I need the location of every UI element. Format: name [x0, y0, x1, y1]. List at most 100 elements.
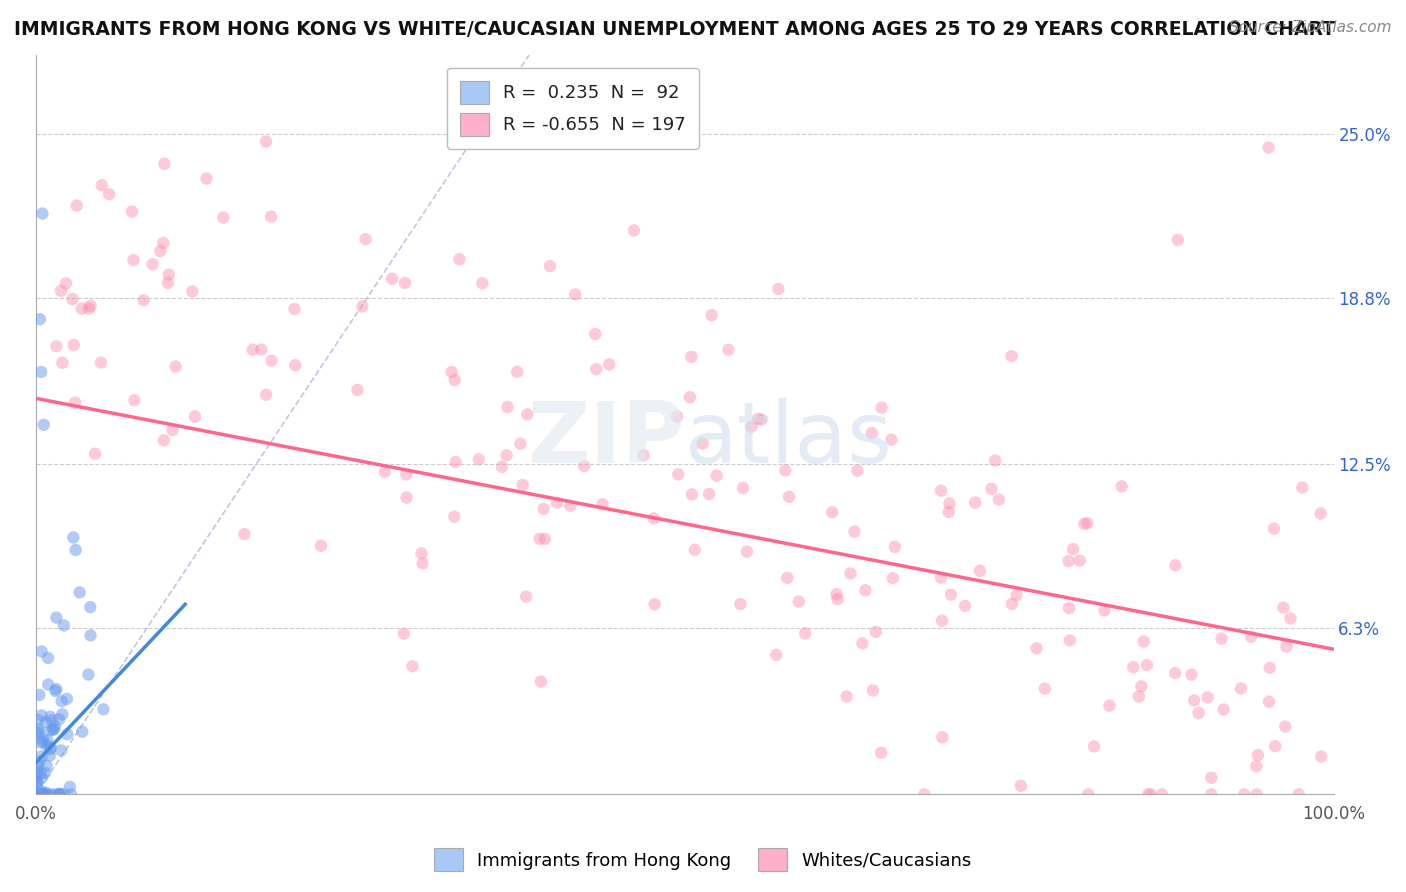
- Point: [681, 350, 703, 364]
- Point: [31, 708, 53, 723]
- Point: [953, 599, 976, 613]
- Point: [27, 758, 49, 772]
- Point: [30, 788, 52, 802]
- Point: [39, 742, 62, 756]
- Point: [381, 271, 404, 285]
- Point: [401, 659, 423, 673]
- Point: [564, 287, 586, 301]
- Point: [157, 268, 180, 282]
- Point: [717, 343, 740, 357]
- Point: [938, 496, 960, 510]
- Point: [63, 338, 86, 352]
- Point: [1279, 611, 1302, 625]
- Point: [152, 434, 174, 448]
- Point: [392, 626, 415, 640]
- Point: [79, 299, 101, 313]
- Point: [583, 326, 606, 341]
- Point: [156, 276, 179, 290]
- Point: [346, 383, 368, 397]
- Point: [32, 787, 55, 801]
- Point: [84, 447, 107, 461]
- Point: [27, 788, 49, 802]
- Point: [1069, 553, 1091, 567]
- Point: [912, 788, 935, 802]
- Point: [394, 276, 416, 290]
- Text: Source: ZipAtlas.com: Source: ZipAtlas.com: [1229, 20, 1392, 35]
- Point: [1137, 788, 1160, 802]
- Point: [77, 667, 100, 681]
- Point: [882, 571, 904, 585]
- Point: [1059, 633, 1081, 648]
- Point: [546, 495, 568, 509]
- Point: [37, 733, 59, 747]
- Point: [509, 436, 531, 450]
- Point: [124, 393, 146, 408]
- Point: [938, 505, 960, 519]
- Point: [929, 483, 952, 498]
- Point: [1263, 522, 1285, 536]
- Point: [1098, 698, 1121, 713]
- Point: [741, 419, 763, 434]
- Point: [1180, 667, 1202, 681]
- Point: [90, 355, 112, 369]
- Point: [931, 731, 953, 745]
- Point: [1164, 558, 1187, 573]
- Point: [880, 433, 903, 447]
- Point: [149, 244, 172, 258]
- Point: [471, 277, 494, 291]
- Point: [42, 722, 65, 736]
- Point: [1258, 661, 1281, 675]
- Point: [495, 448, 517, 462]
- Point: [30, 365, 52, 379]
- Point: [560, 499, 582, 513]
- Point: [1010, 779, 1032, 793]
- Point: [25, 788, 48, 802]
- Point: [28, 688, 51, 702]
- Point: [44, 720, 66, 734]
- Point: [1062, 542, 1084, 557]
- Point: [1111, 479, 1133, 493]
- Point: [1077, 788, 1099, 802]
- Point: [1132, 634, 1154, 648]
- Point: [212, 211, 235, 225]
- Point: [749, 412, 772, 426]
- Point: [534, 532, 557, 546]
- Point: [25, 774, 48, 789]
- Point: [42, 723, 65, 737]
- Point: [1233, 788, 1256, 802]
- Point: [1212, 702, 1234, 716]
- Point: [516, 408, 538, 422]
- Point: [883, 540, 905, 554]
- Point: [45, 610, 67, 624]
- Point: [821, 505, 844, 519]
- Point: [1073, 516, 1095, 531]
- Point: [679, 390, 702, 404]
- Point: [623, 223, 645, 237]
- Point: [1288, 788, 1310, 802]
- Point: [90, 178, 112, 193]
- Point: [52, 618, 75, 632]
- Point: [851, 636, 873, 650]
- Point: [79, 600, 101, 615]
- Point: [1310, 749, 1333, 764]
- Point: [254, 135, 277, 149]
- Point: [1182, 693, 1205, 707]
- Point: [1025, 641, 1047, 656]
- Point: [1291, 481, 1313, 495]
- Point: [984, 453, 1007, 467]
- Point: [666, 409, 689, 424]
- Point: [63, 395, 86, 409]
- Point: [51, 356, 73, 370]
- Point: [1033, 681, 1056, 696]
- Point: [25, 774, 48, 789]
- Point: [122, 253, 145, 268]
- Point: [1150, 788, 1173, 802]
- Point: [1005, 588, 1028, 602]
- Point: [39, 710, 62, 724]
- Point: [987, 492, 1010, 507]
- Point: [51, 694, 73, 708]
- Point: [25, 788, 48, 802]
- Point: [700, 308, 723, 322]
- Point: [152, 235, 174, 250]
- Point: [27, 767, 49, 781]
